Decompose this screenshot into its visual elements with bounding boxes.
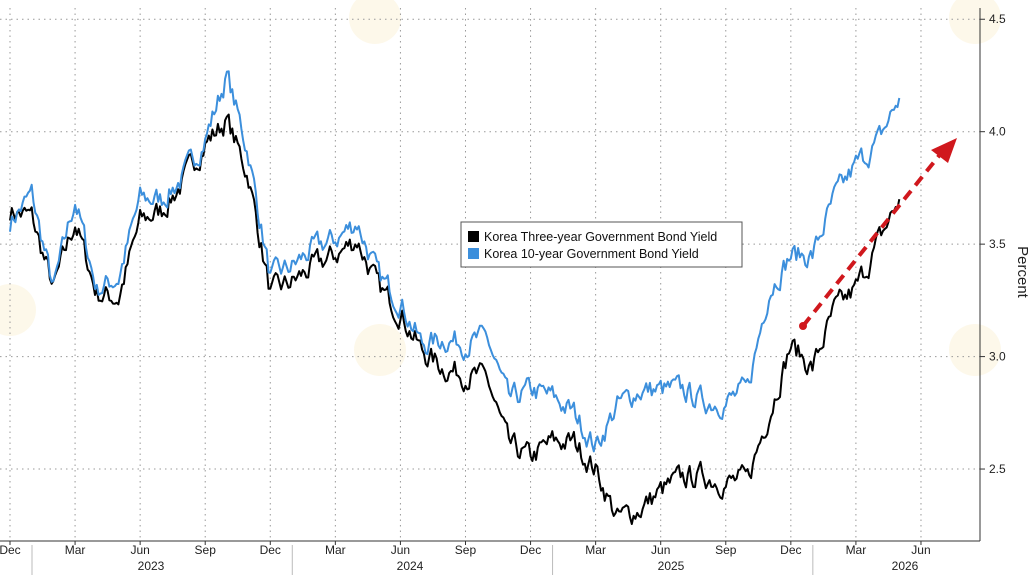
x-month-label: Mar <box>585 543 606 557</box>
watermark-logo <box>0 284 36 336</box>
watermark-logo <box>949 324 1001 376</box>
x-year-label: 2023 <box>138 559 165 573</box>
series-line-three-year <box>9 113 901 525</box>
y-axis-label: Percent <box>1014 246 1031 299</box>
trend-arrow <box>799 138 957 330</box>
wikifx-watermarks <box>0 0 1001 376</box>
gridlines <box>0 8 980 541</box>
legend-box <box>460 221 743 268</box>
x-month-label: Jun <box>651 543 670 557</box>
legend-swatch <box>468 231 479 242</box>
y-tick-label: 3.5 <box>989 237 1006 251</box>
legend-label: Korea 10-year Government Bond Yield <box>484 247 699 261</box>
legend-swatch <box>468 248 479 259</box>
x-month-label: Dec <box>260 543 281 557</box>
arrow-shaft <box>801 150 944 328</box>
x-month-label: Sep <box>195 543 217 557</box>
y-tick-label: 3.0 <box>989 350 1006 364</box>
x-month-label: Mar <box>65 543 86 557</box>
x-month-label: Dec <box>780 543 801 557</box>
x-month-label: Dec <box>520 543 541 557</box>
x-year-label: 2025 <box>658 559 685 573</box>
y-tick-label: 4.0 <box>989 125 1006 139</box>
x-year-label: 2024 <box>397 559 424 573</box>
watermark-logo <box>349 0 401 44</box>
x-year-label: 2026 <box>892 559 919 573</box>
x-month-label: Jun <box>911 543 930 557</box>
legend-label: Korea Three-year Government Bond Yield <box>484 230 717 244</box>
x-month-label: Jun <box>130 543 149 557</box>
watermark-logo <box>354 324 406 376</box>
y-tick-label: 4.5 <box>989 12 1006 26</box>
x-month-label: Sep <box>715 543 737 557</box>
x-month-label: Mar <box>325 543 346 557</box>
y-tick-label: 2.5 <box>989 462 1006 476</box>
x-month-label: Sep <box>455 543 477 557</box>
x-month-label: Mar <box>846 543 867 557</box>
x-month-label: Dec <box>0 543 21 557</box>
axes: 2.5 3.0 3.5 4.0 4.5 Dec Mar Jun Sep Dec Mar Jun Sep D… <box>0 8 1006 575</box>
series-line-ten-year <box>9 70 901 453</box>
arrow-head <box>931 138 957 163</box>
series-lines <box>9 70 901 525</box>
watermark-logo <box>949 0 1001 44</box>
x-month-label: Jun <box>391 543 410 557</box>
legend: Korea Three-year Government Bond Yield Ko… <box>460 221 743 268</box>
